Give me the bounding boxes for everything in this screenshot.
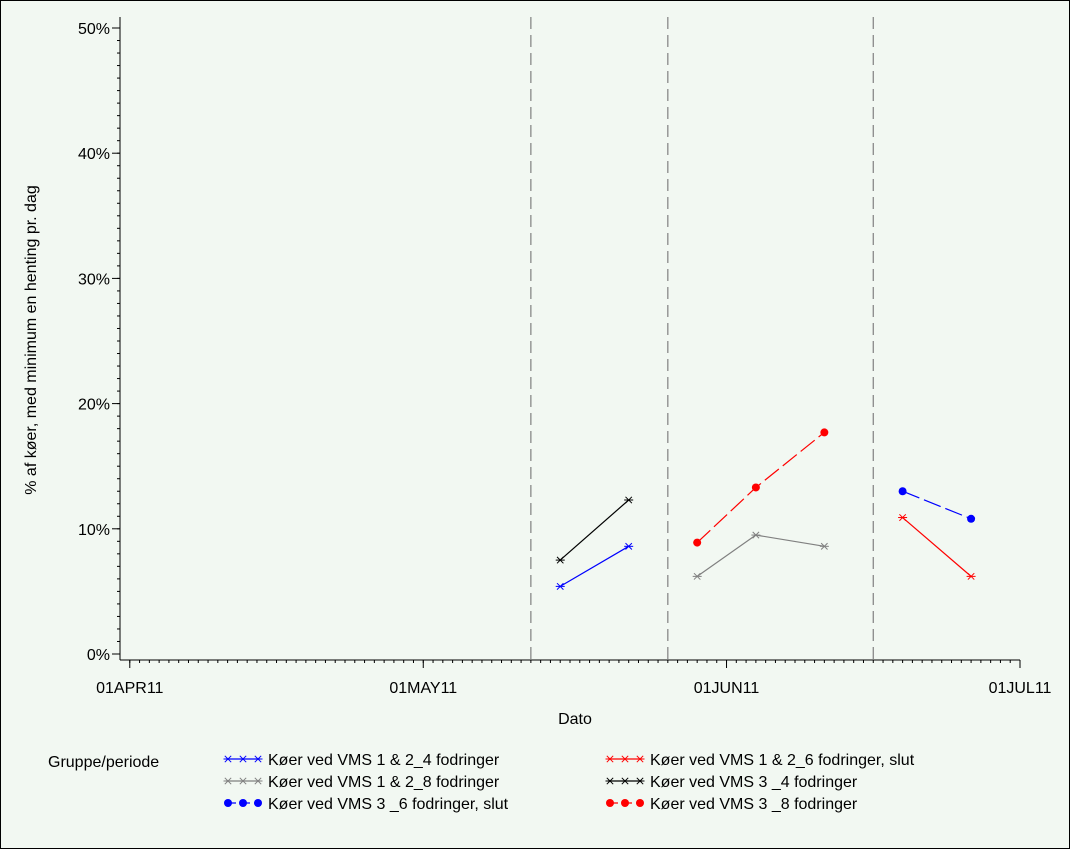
series-line	[559, 545, 629, 587]
series-line	[696, 534, 825, 577]
data-point	[820, 428, 829, 437]
data-point	[624, 496, 634, 504]
data-point	[898, 487, 907, 496]
legend-marker	[224, 799, 232, 807]
legend-item: Køer ved VMS 1 & 2_6 fodringer, slut	[605, 752, 915, 769]
series-0	[555, 542, 634, 590]
legend-marker	[223, 777, 233, 785]
data-point	[624, 542, 634, 550]
data-point	[751, 531, 761, 539]
x-tick-label: 01MAY11	[389, 680, 457, 697]
legend-marker	[223, 755, 233, 763]
data-point	[555, 582, 565, 590]
reference-lines	[530, 17, 874, 660]
x-tick-label: 01APR11	[96, 680, 163, 697]
series-line	[902, 490, 972, 520]
data-point	[692, 572, 702, 580]
series-line	[696, 431, 825, 544]
y-tick-label: 50%	[78, 21, 110, 38]
legend-label: Køer ved VMS 1 & 2_4 fodringer	[268, 752, 500, 769]
legend-marker	[605, 755, 615, 763]
legend-item: Køer ved VMS 3 _8 fodringer	[606, 796, 858, 813]
y-tick-label: 10%	[78, 522, 110, 539]
data-point	[693, 538, 702, 547]
legend-marker	[238, 755, 248, 763]
legend-marker	[239, 799, 247, 807]
legend-marker	[620, 777, 630, 785]
legend: Køer ved VMS 1 & 2_4 fodringer Køer ved V…	[223, 752, 915, 813]
legend-label: Køer ved VMS 3 _4 fodringer	[650, 774, 858, 791]
legend-label: Køer ved VMS 1 & 2_8 fodringer	[268, 774, 500, 791]
legend-item: Køer ved VMS 3 _6 fodringer, slut	[224, 796, 509, 813]
legend-marker	[238, 777, 248, 785]
series-line	[559, 499, 630, 561]
series-3	[555, 496, 634, 564]
legend-marker	[636, 799, 644, 807]
legend-marker	[606, 799, 614, 807]
series-line	[902, 517, 972, 577]
data-point	[967, 514, 976, 523]
data-point	[898, 513, 908, 522]
x-axis-label: Dato	[558, 711, 592, 728]
legend-item: Køer ved VMS 1 & 2_4 fodringer	[223, 752, 500, 769]
legend-item: Køer ved VMS 3 _4 fodringer	[605, 774, 858, 791]
legend-marker	[253, 777, 263, 785]
series-4	[898, 487, 976, 523]
y-tick-label: 0%	[87, 647, 110, 664]
data-point	[555, 556, 565, 564]
axes: 0% 10% 20% 30% 40% 50% 01APR11 01MAY11 01JUN11 01…	[78, 17, 1052, 697]
y-axis-label: % af køer, med minimum en henting pr. da…	[23, 185, 40, 494]
legend-label: Køer ved VMS 3 _8 fodringer	[650, 796, 858, 813]
legend-label: Køer ved VMS 3 _6 fodringer, slut	[268, 796, 509, 813]
legend-marker	[253, 755, 263, 763]
legend-item: Køer ved VMS 1 & 2_8 fodringer	[223, 774, 500, 791]
series-1	[898, 513, 976, 580]
plot-series	[555, 428, 976, 590]
y-tick-label: 40%	[78, 146, 110, 163]
legend-marker	[605, 777, 615, 785]
legend-label: Køer ved VMS 1 & 2_6 fodringer, slut	[650, 752, 915, 769]
data-point	[751, 483, 760, 492]
y-tick-label: 30%	[78, 271, 110, 288]
data-point	[819, 542, 829, 550]
legend-marker	[621, 799, 629, 807]
legend-marker	[620, 755, 630, 763]
legend-marker	[254, 799, 262, 807]
series-2	[692, 531, 829, 580]
y-tick-label: 20%	[78, 397, 110, 414]
x-tick-label: 01JUN11	[694, 680, 760, 697]
x-tick-label: 01JUL11	[989, 680, 1052, 697]
legend-marker	[635, 777, 645, 785]
data-point	[966, 572, 976, 580]
legend-marker	[635, 755, 645, 763]
legend-title: Gruppe/periode	[48, 754, 159, 771]
series-5	[693, 428, 829, 547]
